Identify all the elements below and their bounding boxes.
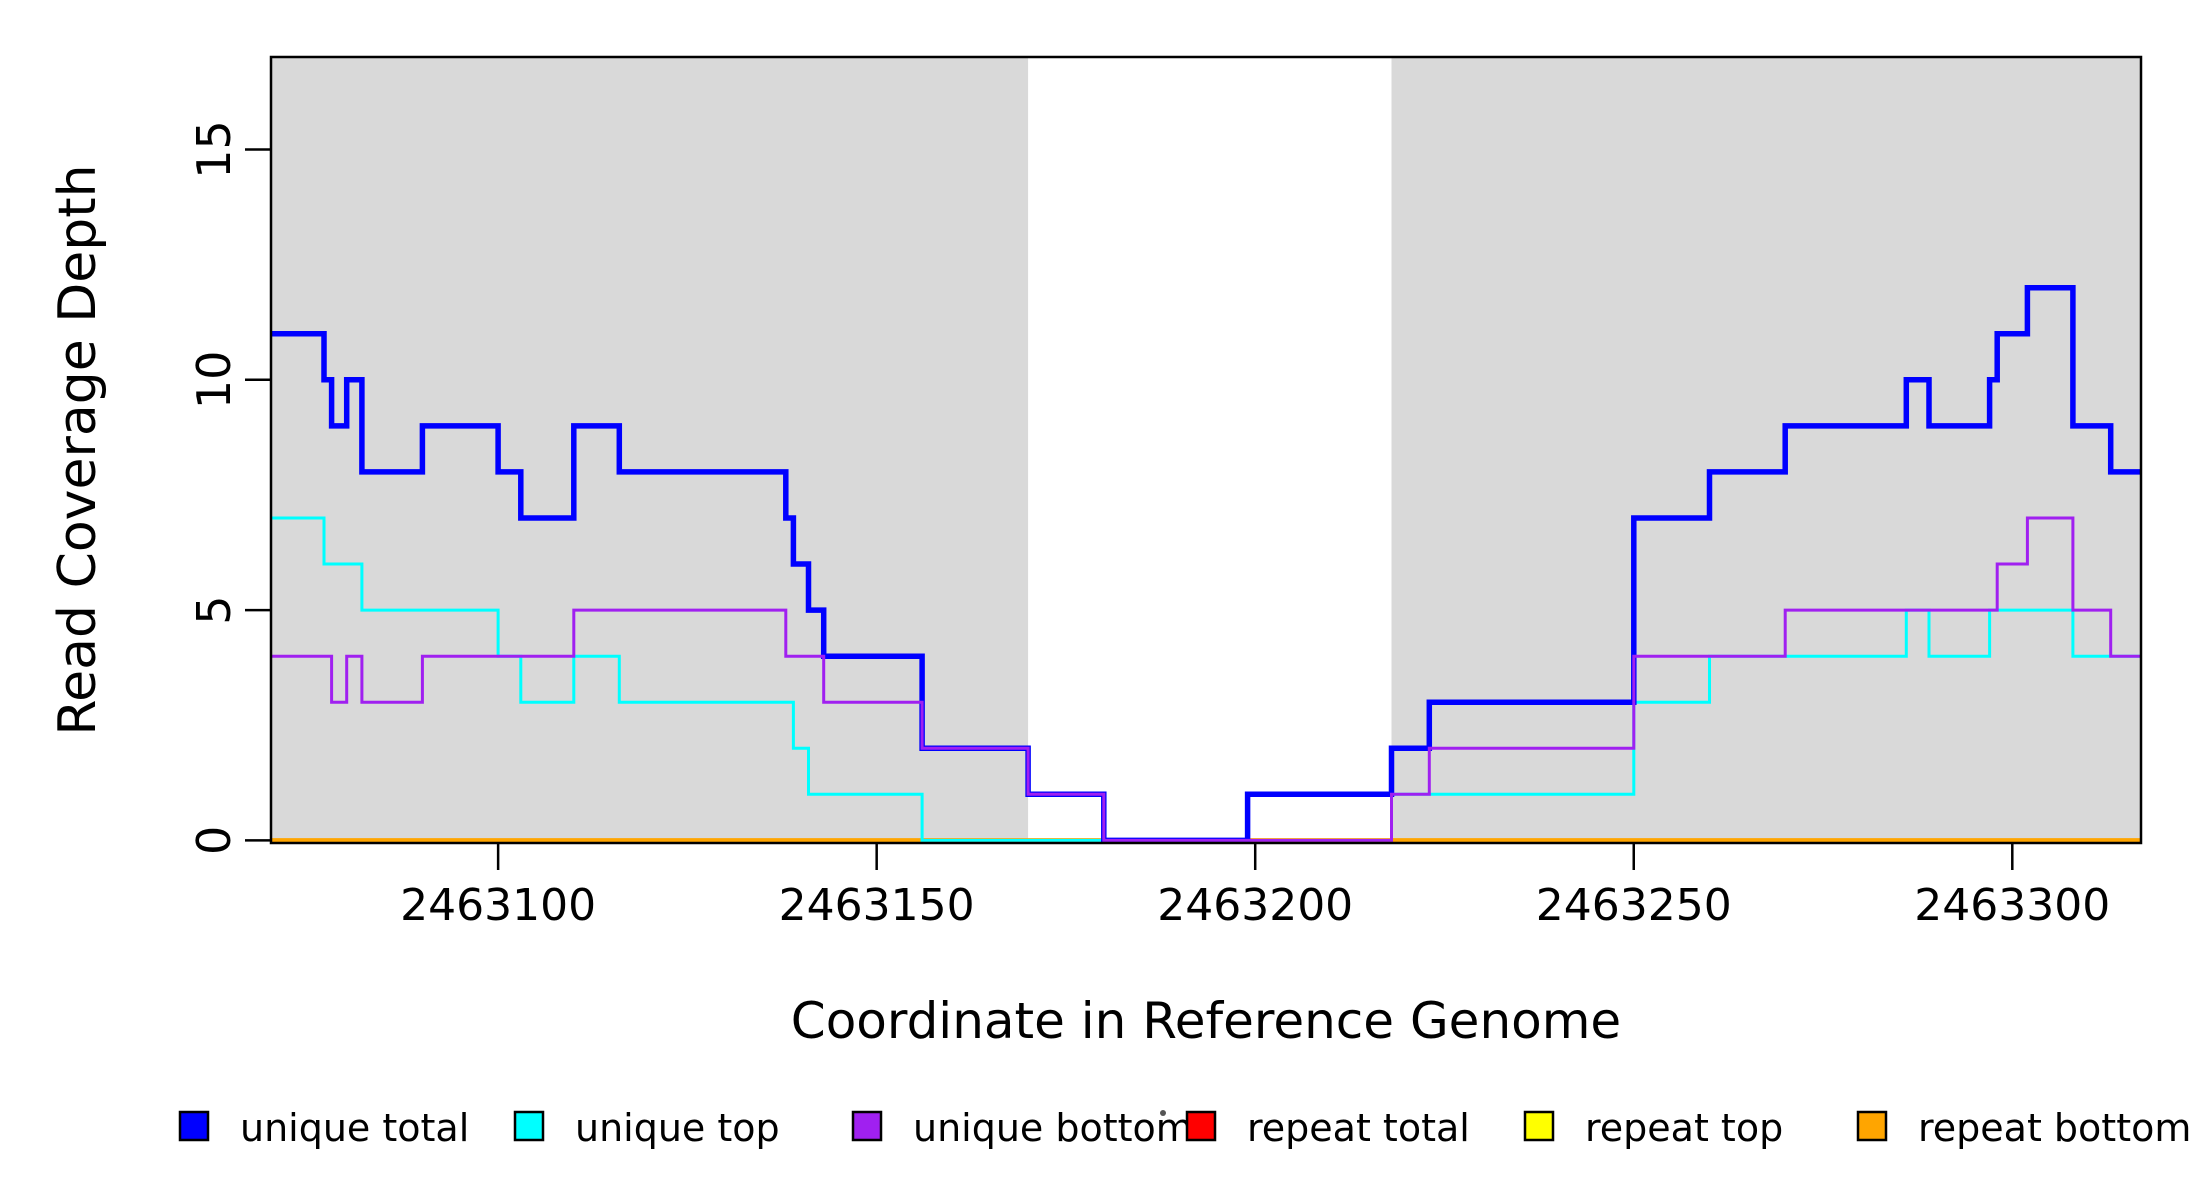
series-line-unique-bottom — [271, 516, 2141, 842]
legend-item: repeat top — [1523, 1106, 1783, 1150]
legend-label: unique bottom — [913, 1106, 1193, 1150]
legend-item: unique total — [178, 1106, 469, 1150]
legend-swatch-repeat-bottom — [1856, 1110, 1888, 1142]
x-tick-label: 2463300 — [1914, 880, 2110, 931]
legend-item: unique top — [513, 1106, 780, 1150]
coverage-series-lines — [271, 284, 2141, 844]
legend-swatch-unique-bottom — [851, 1110, 883, 1142]
y-tick-label: 0 — [187, 826, 241, 855]
legend-label: repeat total — [1247, 1106, 1470, 1150]
x-tick-label: 2463100 — [400, 880, 596, 931]
legend-item: unique bottom — [851, 1106, 1193, 1150]
shaded-region — [1391, 57, 2141, 843]
stray-dot — [1160, 1110, 1166, 1116]
legend-label: unique top — [575, 1106, 780, 1150]
tick-labels: 2463100 2463150 2463200 2463250 2463300 0 5 10 1… — [187, 120, 2110, 931]
y-tick-label: 5 — [187, 595, 241, 624]
legend: unique total unique top unique bottom repea… — [178, 1106, 2191, 1150]
series-line-unique-top — [271, 516, 2141, 842]
x-tick-label: 2463200 — [1157, 880, 1353, 931]
y-tick-label: 15 — [187, 120, 241, 179]
x-axis-title: Coordinate in Reference Genome — [791, 992, 1621, 1050]
legend-item: repeat bottom — [1856, 1106, 2191, 1150]
axes-and-ticks — [245, 55, 2143, 870]
y-axis-title: Read Coverage Depth — [48, 164, 108, 735]
legend-swatch-unique-total — [178, 1110, 210, 1142]
legend-label: unique total — [240, 1106, 469, 1150]
plot-box — [269, 55, 2143, 845]
legend-swatch-repeat-total — [1185, 1110, 1217, 1142]
x-tick-label: 2463150 — [779, 880, 975, 931]
y-tick-label: 10 — [187, 351, 241, 410]
legend-swatch-repeat-top — [1523, 1110, 1555, 1142]
x-tick-label: 2463250 — [1536, 880, 1732, 931]
legend-label: repeat top — [1585, 1106, 1783, 1150]
shaded-repeat-regions — [271, 57, 2141, 843]
legend-label: repeat bottom — [1918, 1106, 2191, 1150]
legend-swatch-unique-top — [513, 1110, 545, 1142]
shaded-region — [271, 57, 1029, 843]
legend-item: repeat total — [1185, 1106, 1470, 1150]
